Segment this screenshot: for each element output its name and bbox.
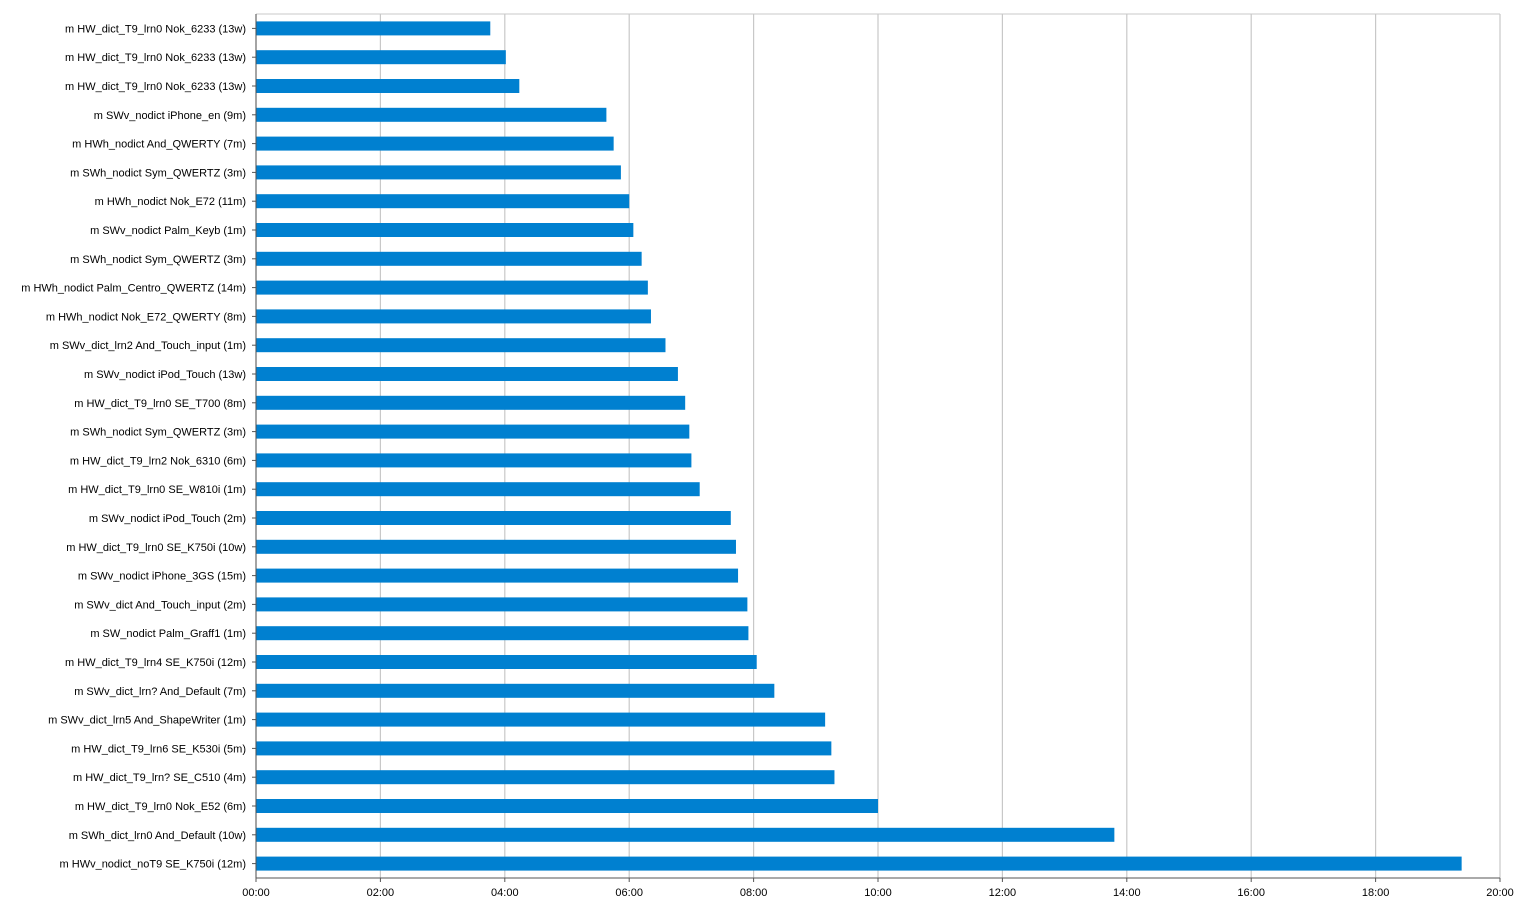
x-tick-label: 08:00 (740, 887, 768, 899)
x-tick-label: 10:00 (864, 887, 892, 899)
category-label: m SWh_nodict Sym_QWERTZ (3m) (70, 427, 246, 439)
bar (256, 856, 1462, 871)
bar (256, 683, 775, 698)
bar (256, 453, 692, 468)
category-label: m SWv_dict_lrn2 And_Touch_input (1m) (50, 340, 246, 352)
bar (256, 626, 749, 641)
category-label: m HW_dict_T9_lrn2 Nok_6310 (6m) (70, 455, 246, 467)
category-label: m SWv_nodict iPhone_3GS (15m) (78, 571, 246, 583)
category-label: m HW_dict_T9_lrn0 SE_K750i (10w) (66, 542, 246, 554)
category-label: m HW_dict_T9_lrn? SE_C510 (4m) (73, 772, 246, 784)
category-label: m SWh_nodict Sym_QWERTZ (3m) (70, 254, 246, 266)
category-label: m HW_dict_T9_lrn0 Nok_6233 (13w) (65, 23, 246, 35)
bar (256, 799, 878, 813)
bar (256, 136, 614, 151)
x-tick-label: 16:00 (1237, 887, 1265, 899)
bar (256, 367, 678, 381)
category-label: m SWv_dict_lrn? And_Default (7m) (74, 686, 246, 698)
x-tick-label: 20:00 (1486, 887, 1514, 899)
bar (256, 50, 506, 65)
gridlines (255, 14, 1501, 878)
category-labels: m HW_dict_T9_lrn0 Nok_6233 (13w) m HW_dic… (21, 23, 246, 870)
bar (256, 338, 666, 353)
category-label: m SWv_nodict iPhone_en (9m) (94, 110, 246, 122)
bar (256, 79, 520, 93)
category-label: m HW_dict_T9_lrn0 Nok_6233 (13w) (65, 81, 246, 93)
bar (256, 741, 832, 756)
category-label: m HW_dict_T9_lrn0 SE_W810i (1m) (68, 484, 246, 496)
category-label: m HW_dict_T9_lrn0 Nok_E52 (6m) (75, 801, 246, 813)
bar (256, 165, 621, 180)
bar (256, 251, 642, 266)
x-tick-label: 06:00 (615, 887, 643, 899)
bar (256, 770, 835, 785)
axes (252, 13, 1501, 882)
bar (256, 280, 648, 295)
bar (256, 482, 700, 497)
bar (256, 107, 607, 122)
bars (256, 21, 1462, 871)
category-label: m HWh_nodict Nok_E72_QWERTY (8m) (46, 311, 246, 323)
category-label: m HW_dict_T9_lrn4 SE_K750i (12m) (65, 657, 246, 669)
bar (256, 539, 736, 554)
category-label: m SW_nodict Palm_Graff1 (1m) (90, 628, 246, 640)
bar (256, 568, 739, 583)
category-label: m SWv_nodict Palm_Keyb (1m) (90, 225, 246, 237)
x-tick-labels: 00:00 02:00 04:00 06:00 08:00 10:00 12:00 14:00… (242, 887, 1514, 899)
category-label: m SWv_nodict iPod_Touch (13w) (84, 369, 246, 381)
category-label: m HWh_nodict And_QWERTY (7m) (72, 139, 246, 151)
bar (256, 511, 731, 525)
x-tick-label: 02:00 (367, 887, 395, 899)
category-label: m HWh_nodict Nok_E72 (11m) (95, 196, 246, 208)
bar (256, 655, 757, 669)
category-label: m SWh_dict_lrn0 And_Default (10w) (69, 830, 246, 842)
category-label: m HWv_nodict_noT9 SE_K750i (12m) (60, 859, 246, 871)
bar (256, 223, 634, 237)
category-label: m SWh_nodict Sym_QWERTZ (3m) (70, 167, 246, 179)
x-tick-label: 12:00 (989, 887, 1017, 899)
bar (256, 597, 748, 612)
category-label: m SWv_nodict iPod_Touch (2m) (89, 513, 246, 525)
bar (256, 395, 686, 410)
bar (256, 827, 1115, 842)
category-label: m HW_dict_T9_lrn0 Nok_6233 (13w) (65, 52, 246, 64)
bar (256, 712, 826, 727)
category-label: m HW_dict_T9_lrn6 SE_K530i (5m) (71, 743, 246, 755)
bar (256, 309, 651, 324)
x-tick-label: 00:00 (242, 887, 270, 899)
bar (256, 424, 690, 439)
category-label: m SWv_dict_lrn5 And_ShapeWriter (1m) (48, 715, 246, 727)
x-tick-label: 18:00 (1362, 887, 1390, 899)
category-label: m HW_dict_T9_lrn0 SE_T700 (8m) (74, 398, 246, 410)
x-tick-label: 04:00 (491, 887, 519, 899)
bar (256, 194, 630, 209)
bar (256, 21, 491, 36)
category-label: m HWh_nodict Palm_Centro_QWERTZ (14m) (21, 283, 246, 295)
category-label: m SWv_dict And_Touch_input (2m) (74, 599, 246, 611)
x-tick-label: 14:00 (1113, 887, 1141, 899)
